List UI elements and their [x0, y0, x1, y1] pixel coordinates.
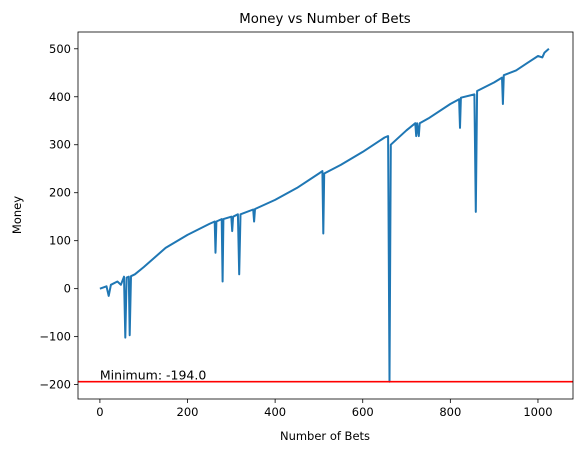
x-tick-label: 400	[264, 405, 286, 419]
minimum-annotation: Minimum: -194.0	[100, 368, 206, 383]
y-tick-label: 300	[49, 138, 71, 152]
x-axis-label: Number of Bets	[280, 429, 370, 443]
y-tick-label: 100	[49, 234, 71, 248]
plot-frame	[77, 31, 574, 400]
chart-title: Money vs Number of Bets	[239, 12, 411, 27]
x-axis-ticks: 0 200 400 600 800 1000	[96, 399, 553, 419]
y-tick-label: 400	[49, 90, 71, 104]
y-tick-label: 0	[64, 282, 71, 296]
y-tick-label: −200	[39, 378, 71, 392]
x-tick-label: 200	[177, 405, 199, 419]
plot-area	[78, 48, 573, 383]
x-tick-label: 0	[96, 405, 103, 419]
x-tick-label: 800	[439, 405, 461, 419]
series-line-0	[99, 48, 550, 383]
y-axis-ticks: −200 −100 0 100 200 300 400 500	[39, 42, 78, 392]
y-axis-label: Money	[10, 196, 24, 234]
y-tick-label: 500	[49, 42, 71, 56]
y-tick-label: −100	[39, 330, 71, 344]
x-tick-label: 1000	[523, 405, 552, 419]
y-tick-label: 200	[49, 186, 71, 200]
x-tick-label: 600	[352, 405, 374, 419]
